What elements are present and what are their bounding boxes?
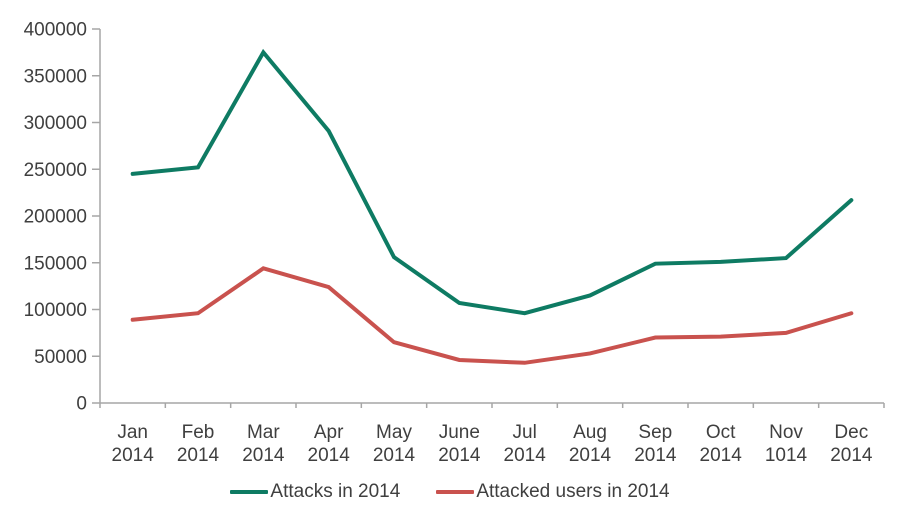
x-tick-label-month: Nov [769,422,803,443]
x-tick-label-year: 2014 [438,445,481,466]
x-tick-label-year: 2014 [569,445,612,466]
legend-label-attacked-users: Attacked users in 2014 [476,481,670,502]
x-tick-label-year: 1014 [765,445,808,466]
y-tick-label: 200000 [24,207,87,228]
series-line-0 [130,48,854,316]
legend-line-swatch-attacks [230,489,269,494]
x-tick-label-year: 2014 [634,445,677,466]
x-tick-label-month: Aug [573,422,607,443]
x-tick-label-year: 2014 [308,445,351,466]
x-tick-label-month: May [376,422,412,443]
x-tick-label-year: 2014 [700,445,743,466]
x-tick-label-month: Feb [182,422,215,443]
x-tick-label-month: Oct [706,422,736,443]
x-tick-label-month: Dec [834,422,868,443]
series-line-1 [130,266,854,365]
legend-item-attacked-users: Attacked users in 2014 [436,481,670,502]
x-tick-label-month: Jul [513,422,537,443]
chart-legend: Attacks in 2014 Attacked users in 2014 [0,482,900,501]
legend-item-attacks: Attacks in 2014 [230,482,400,501]
x-tick-label-month: Sep [638,422,672,443]
x-tick-label-year: 2014 [504,445,547,466]
y-tick-label: 100000 [24,300,87,321]
y-tick-label: 300000 [24,113,87,134]
x-tick-label-year: 2014 [830,445,873,466]
y-tick-label: 50000 [34,347,87,368]
y-tick-label: 250000 [24,160,87,181]
legend-line-swatch-attacked-users [436,489,475,494]
x-tick-label-month: Mar [247,422,280,443]
x-tick-label-month: Jan [117,422,148,443]
y-tick-label: 150000 [24,253,87,274]
y-tick-label: 0 [76,394,87,415]
x-tick-label-year: 2014 [242,445,285,466]
x-tick-label-year: 2014 [112,445,155,466]
plot-area: 0 50000 100000 150000 200000 250000 300000 3500… [24,20,885,466]
x-tick-label-month: Apr [314,422,344,443]
legend-label-attacks: Attacks in 2014 [270,481,401,502]
x-tick-label-month: June [439,422,480,443]
x-tick-label-year: 2014 [177,445,220,466]
y-tick-label: 400000 [24,20,87,41]
x-tick-label-year: 2014 [373,445,416,466]
y-tick-label: 350000 [24,66,87,87]
